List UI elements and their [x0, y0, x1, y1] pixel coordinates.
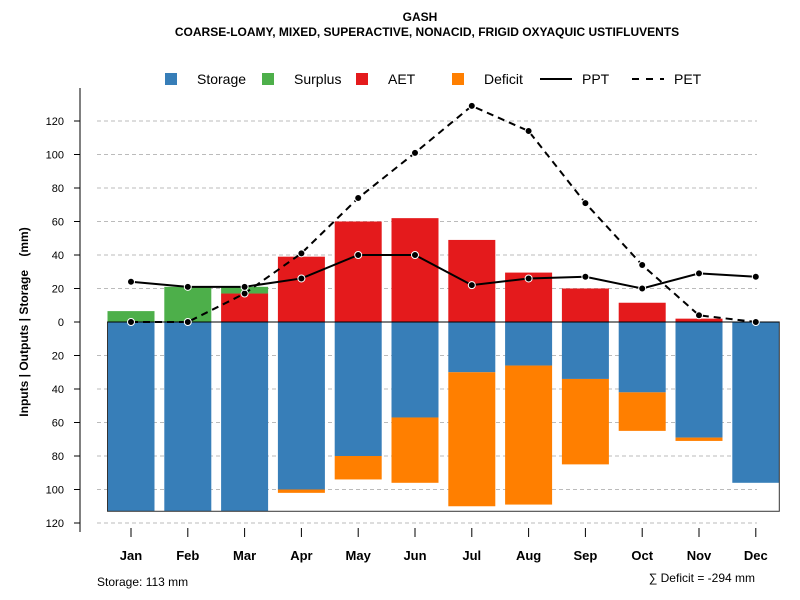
- y-tick-label: 40: [52, 384, 64, 396]
- ppt-point: [297, 274, 306, 283]
- aet-bar: [448, 239, 496, 322]
- deficit-annotation: ∑ Deficit = -294 mm: [649, 571, 755, 585]
- storage-bar: [334, 322, 382, 456]
- y-tick-label: 40: [52, 250, 64, 262]
- y-tick-label: 100: [46, 485, 64, 497]
- x-tick-label: Nov: [687, 548, 712, 563]
- y-tick-label: 120: [46, 518, 64, 530]
- ppt-point: [524, 274, 533, 283]
- pet-point: [695, 311, 703, 320]
- legend-label-pet: PET: [674, 71, 702, 87]
- legend-label-surplus: Surplus: [294, 71, 341, 87]
- storage-bar: [505, 322, 553, 366]
- storage-bar: [164, 322, 212, 512]
- ppt-point: [240, 282, 249, 291]
- x-tick-label: Oct: [631, 548, 653, 563]
- ppt-point: [467, 281, 476, 290]
- chart-title: GASH: [403, 10, 438, 24]
- deficit-bar: [618, 392, 666, 431]
- legend-label-ppt: PPT: [582, 71, 610, 87]
- y-axis-label: Inputs | Outputs | Storage (mm): [17, 227, 31, 416]
- storage-bar: [448, 322, 496, 373]
- storage-bar: [561, 322, 609, 379]
- x-tick-label: Dec: [744, 548, 768, 563]
- deficit-bar: [277, 489, 325, 493]
- pet-point: [183, 318, 192, 326]
- ppt-point: [638, 284, 647, 293]
- legend-label-deficit: Deficit: [484, 71, 523, 87]
- storage-bar: [107, 322, 155, 512]
- pet-point: [354, 194, 363, 203]
- storage-bar: [277, 322, 325, 490]
- storage-bar: [391, 322, 439, 418]
- pet-point: [127, 318, 135, 326]
- ppt-point: [751, 272, 760, 281]
- x-tick-label: Jan: [120, 548, 142, 563]
- pet-point: [581, 199, 590, 208]
- storage-annotation: Storage: 113 mm: [97, 575, 188, 589]
- x-tick-label: Aug: [516, 548, 541, 563]
- aet-bar: [618, 302, 666, 322]
- storage-bar: [221, 322, 269, 512]
- aet-bar: [391, 218, 439, 322]
- aet-bar: [221, 293, 269, 322]
- ppt-point: [354, 251, 363, 259]
- chart-subtitle: COARSE-LOAMY, MIXED, SUPERACTIVE, NONACI…: [175, 25, 679, 39]
- deficit-bar: [334, 456, 382, 480]
- pet-point: [638, 261, 647, 270]
- ppt-point: [695, 269, 703, 278]
- y-tick-label: 0: [58, 317, 64, 329]
- y-tick-label: 100: [46, 150, 64, 162]
- aet-bar: [334, 221, 382, 322]
- storage-bar: [618, 322, 666, 393]
- x-tick-label: Apr: [290, 548, 312, 563]
- storage-bar: [675, 322, 723, 438]
- ppt-point: [581, 272, 590, 281]
- aet-bar: [277, 256, 325, 322]
- x-tick-label: May: [346, 548, 372, 563]
- surplus-bar: [164, 286, 212, 322]
- y-tick-label: 120: [46, 116, 64, 128]
- legend-label-aet: AET: [388, 71, 416, 87]
- legend-swatch-deficit: [452, 73, 464, 85]
- aet-bar: [561, 288, 609, 322]
- ppt-point: [411, 251, 419, 259]
- legend-swatch-surplus: [262, 73, 274, 85]
- x-tick-label: Jul: [462, 548, 481, 563]
- ppt-line: [130, 254, 756, 290]
- y-tick-label: 20: [52, 284, 64, 296]
- pet-point: [751, 318, 760, 326]
- legend-swatch-aet: [356, 73, 368, 85]
- aet-bar: [675, 318, 723, 322]
- pet-point: [524, 127, 533, 136]
- surplus-bar: [107, 311, 155, 322]
- legend-swatch-storage: [165, 73, 177, 85]
- pet-point: [297, 249, 306, 258]
- legend-label-storage: Storage: [197, 71, 246, 87]
- pet-line: [131, 104, 756, 323]
- pet-point: [467, 101, 476, 110]
- deficit-bar: [675, 437, 723, 441]
- y-tick-label: 60: [52, 217, 64, 229]
- ppt-point: [127, 277, 135, 286]
- deficit-bar: [391, 417, 439, 483]
- x-tick-label: Jun: [403, 548, 426, 563]
- deficit-bar: [561, 378, 609, 465]
- y-tick-label: 60: [52, 418, 64, 430]
- pet-point: [240, 289, 249, 298]
- x-tick-label: Feb: [176, 548, 199, 563]
- deficit-bar: [505, 365, 553, 505]
- x-tick-label: Sep: [573, 548, 597, 563]
- pet-point: [411, 148, 419, 157]
- y-tick-label: 80: [52, 183, 64, 195]
- y-tick-label: 20: [52, 351, 64, 363]
- deficit-bar: [448, 372, 496, 507]
- storage-bar: [732, 322, 780, 483]
- y-tick-label: 80: [52, 451, 64, 463]
- ppt-point: [183, 282, 192, 291]
- x-tick-label: Mar: [233, 548, 256, 563]
